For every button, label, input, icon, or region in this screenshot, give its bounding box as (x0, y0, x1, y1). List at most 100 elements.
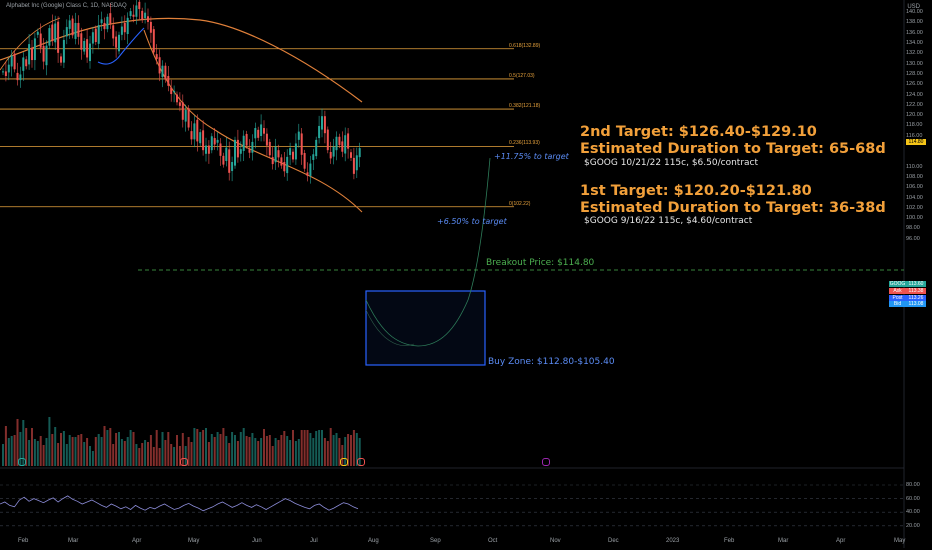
pct-target2-label: +11.75% to target (494, 152, 569, 161)
volume-bar (28, 440, 31, 466)
volume-bar (129, 430, 132, 466)
candle-body (152, 29, 155, 53)
candle-body (274, 146, 277, 163)
candle-body (42, 45, 45, 62)
candle-body (190, 131, 193, 140)
candle-body (338, 136, 341, 146)
candle-body (16, 72, 19, 81)
candle-body (138, 1, 141, 10)
candle-body (263, 128, 265, 134)
candle-body (187, 108, 190, 128)
buy-zone-box (365, 290, 486, 366)
target2-title: 2nd Target: $126.40-$129.10 (580, 124, 817, 140)
y-tick-label: 102.00 (906, 204, 923, 211)
candle-body (91, 32, 94, 44)
volume-bar (71, 437, 74, 466)
candle-body (89, 43, 91, 62)
volume-bar (89, 446, 91, 466)
price-tag-value: 113.60 (906, 281, 926, 287)
candles (2, 0, 361, 184)
y-tick-label: 132.00 (906, 50, 923, 57)
candle-body (74, 22, 77, 39)
y-tick-label: 120.00 (906, 112, 923, 119)
fib-level-label: 0(102.22) (509, 200, 531, 207)
volume-bar (161, 432, 164, 466)
volume-bar (231, 432, 234, 466)
volume-bar (219, 434, 222, 466)
volume-bar (77, 435, 80, 466)
candle-body (100, 19, 103, 24)
volume-bar (91, 451, 94, 466)
candle-body (199, 132, 202, 144)
candle-body (13, 53, 16, 70)
candle-body (260, 124, 263, 137)
price-tag-value: 113.38 (906, 287, 926, 294)
volume-bar (65, 444, 68, 466)
y-tick-label: 118.00 (906, 122, 923, 129)
volume-bar (74, 437, 77, 466)
volume-bar (297, 439, 300, 466)
candle-body (289, 148, 292, 156)
volume-bar (292, 430, 294, 466)
x-tick-label: Feb (18, 538, 29, 544)
volume-bar (2, 444, 4, 466)
projection-path-alt (365, 309, 415, 346)
candle-body (68, 20, 71, 29)
x-tick-label: Mar (68, 538, 79, 544)
event-marker-icon (180, 458, 188, 466)
volume-bar (39, 436, 42, 466)
y-tick-label: 116.00 (906, 132, 923, 139)
candle-body (347, 133, 350, 149)
candle-body (268, 141, 271, 156)
candle-body (213, 138, 216, 145)
candle-body (65, 27, 68, 37)
candle-body (45, 45, 48, 66)
fib-level-label: 0.382(121.18) (509, 103, 541, 110)
candle-body (149, 21, 152, 33)
candle-body (242, 135, 245, 151)
volume-bar (355, 433, 358, 466)
volume-bar (106, 430, 109, 466)
event-marker-icon (542, 458, 550, 466)
price-tag-label: Bid (889, 301, 906, 308)
candle-body (202, 130, 205, 151)
volume-bar (51, 434, 54, 466)
candle-body (355, 155, 358, 171)
volume-bar (341, 445, 344, 466)
candle-body (115, 36, 118, 48)
candle-body (161, 65, 164, 78)
currency-label: USD (907, 4, 920, 10)
volume-bar (245, 436, 248, 466)
candle-body (71, 18, 74, 36)
price-tag-label: Post (889, 294, 906, 301)
candle-body (7, 64, 10, 73)
candle-body (141, 10, 144, 20)
price-tag-value: 113.26 (906, 294, 926, 301)
volume-bar (123, 441, 126, 466)
volume-bar (10, 436, 13, 466)
candle-body (60, 56, 62, 63)
volume-bar (144, 440, 147, 466)
candle-body (155, 54, 158, 60)
candle-body (39, 33, 42, 48)
y-tick-label: 140.00 (906, 9, 923, 16)
candle-body (309, 163, 312, 176)
rsi-tick-label: 20.00 (906, 522, 920, 529)
candle-body (234, 139, 236, 166)
volume-bar (335, 433, 338, 466)
volume-bar (68, 435, 71, 466)
fibonacci-levels (0, 48, 514, 208)
volume-bar (193, 428, 196, 466)
volume-bar (109, 428, 112, 466)
candle-body (83, 40, 86, 52)
volume-bar (94, 437, 97, 466)
volume-bar (45, 438, 48, 466)
volume-bar (265, 436, 268, 466)
candle-body (144, 12, 147, 19)
volume-bar (16, 419, 19, 466)
volume-bar (263, 429, 265, 466)
candle-body (54, 23, 57, 43)
chart-title: Alphabet Inc (Google) Class C, 1D, NASDA… (6, 3, 127, 9)
breakout-price-tag: 114.80 (906, 138, 926, 145)
